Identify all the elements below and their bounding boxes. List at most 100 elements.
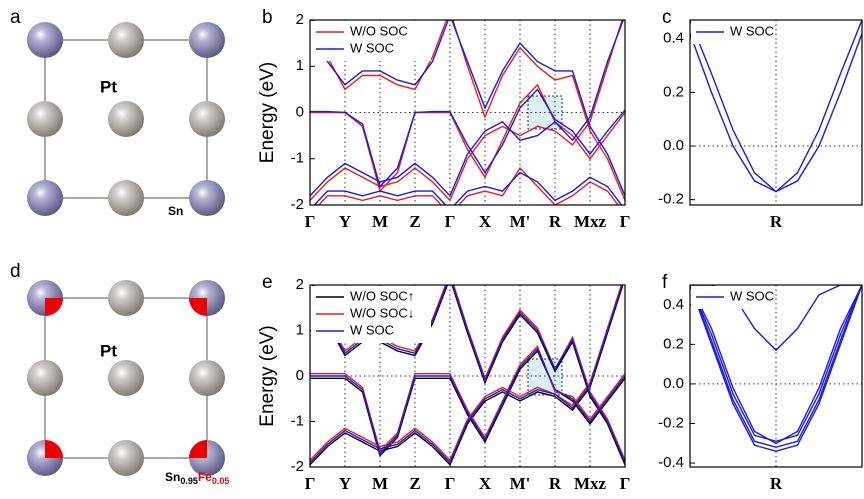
legend-label: W SOC [730, 23, 774, 38]
band [690, 285, 862, 443]
band [690, 285, 862, 452]
band [312, 20, 625, 201]
x-tick-label: Γ [305, 474, 316, 493]
y-tick-label: 0.0 [663, 137, 684, 154]
y-tick-label: -0.4 [658, 454, 684, 471]
x-tick-label: Z [409, 474, 420, 493]
legend-box [691, 286, 771, 309]
y-tick-label: 0.0 [663, 375, 684, 392]
plot-frame [689, 19, 863, 206]
x-tick-label: X [479, 212, 492, 231]
x-tick-label: M [372, 212, 388, 231]
element: Sn [165, 470, 180, 484]
band [310, 88, 625, 188]
dopant [189, 298, 207, 316]
x-tick-label: Γ [445, 474, 456, 493]
y-tick-label: 1 [296, 57, 304, 74]
y-tick-label: 0.4 [663, 296, 684, 313]
atom [189, 22, 225, 58]
band [313, 171, 623, 205]
atom [189, 180, 225, 216]
band [310, 345, 625, 453]
atom [108, 22, 144, 58]
atom [189, 360, 225, 396]
x-tick-label: R [770, 474, 783, 493]
x-tick-label: M' [510, 474, 531, 493]
band [310, 285, 623, 464]
band [310, 20, 625, 198]
bands [690, 285, 862, 452]
atom [27, 180, 63, 216]
plot-frame [689, 284, 863, 468]
x-tick-label: Γ [620, 474, 631, 493]
panel-label: c [662, 7, 672, 28]
panel-label: f [662, 272, 668, 293]
y-tick-label: -2 [291, 196, 304, 213]
atom-label: Pt [100, 341, 117, 360]
legend-label: W/O SOC↑ [350, 288, 414, 303]
atom [27, 101, 63, 137]
atom [108, 180, 144, 216]
band [690, 285, 862, 448]
x-tick-label: Y [339, 212, 351, 231]
y-tick-label: 0 [296, 103, 304, 120]
chart: b Energy (eV) -2 -1 0 1 2 Γ Y M Z Γ X M' R Mxz Γ W/O SOC W… [257, 7, 630, 231]
x-tick-label: Γ [620, 212, 631, 231]
x-tick-label: X [479, 474, 492, 493]
band [310, 347, 625, 455]
y-tick-label: -2 [291, 458, 304, 475]
panel-label: b [262, 7, 273, 28]
band [310, 20, 625, 197]
chart: e Energy (eV) -2 -1 0 1 2 Γ Y M Z Γ X M' R Mxz Γ W/O SOC↑… [257, 272, 630, 493]
atom [189, 101, 225, 137]
legend-box [311, 21, 431, 61]
panel-label: a [10, 7, 21, 28]
x-tick-label: Mxz [574, 212, 607, 231]
dopant [45, 298, 63, 316]
structure-a: a Pt Sn [10, 7, 225, 218]
band [310, 285, 624, 466]
band [317, 166, 619, 205]
atom-label: Sn [168, 204, 183, 218]
y-tick-label: 2 [296, 276, 304, 293]
plot-frame [309, 19, 626, 206]
x-tick-label: M [372, 474, 388, 493]
x-tick-label: Y [339, 474, 351, 493]
x-tick-label: R [770, 212, 783, 231]
bands [310, 20, 625, 205]
atom-label: Pt [100, 77, 117, 96]
atom [108, 101, 144, 137]
atom [27, 22, 63, 58]
panel-label: d [10, 261, 21, 282]
x-tick-label: Mxz [574, 474, 607, 493]
legend-box [691, 21, 771, 44]
y-tick-label: 0.4 [663, 30, 684, 47]
y-tick-label: -1 [291, 412, 304, 429]
chart: f -0.4 -0.2 0.0 0.2 0.4 R W SOC [658, 272, 863, 493]
y-tick-label: 0.2 [663, 83, 684, 100]
x-tick-label: R [549, 474, 562, 493]
chart: c -0.2 0.0 0.2 0.4 R W SOC [658, 7, 863, 231]
y-tick-label: -1 [291, 150, 304, 167]
y-tick-label: 0.2 [663, 335, 684, 352]
subscript: 0.95 [180, 476, 198, 486]
legend-label: W/O SOC↓ [350, 305, 414, 320]
y-tick-label: 2 [296, 11, 304, 28]
x-tick-label: R [549, 212, 562, 231]
atom-label: Sn0.95Fe0.05 [165, 470, 229, 486]
atom [27, 360, 63, 396]
y-tick-label: -0.2 [658, 191, 684, 208]
panel-label: e [262, 272, 273, 293]
x-tick-label: M' [510, 212, 531, 231]
y-axis-label: Energy (eV) [257, 325, 278, 426]
subscript: 0.05 [212, 476, 230, 486]
dopant [45, 440, 63, 458]
legend-label: W/O SOC [350, 23, 408, 38]
x-tick-label: Γ [305, 212, 316, 231]
legend-label: W SOC [730, 288, 774, 303]
x-tick-label: Γ [445, 212, 456, 231]
band [310, 285, 623, 462]
band [310, 20, 623, 202]
